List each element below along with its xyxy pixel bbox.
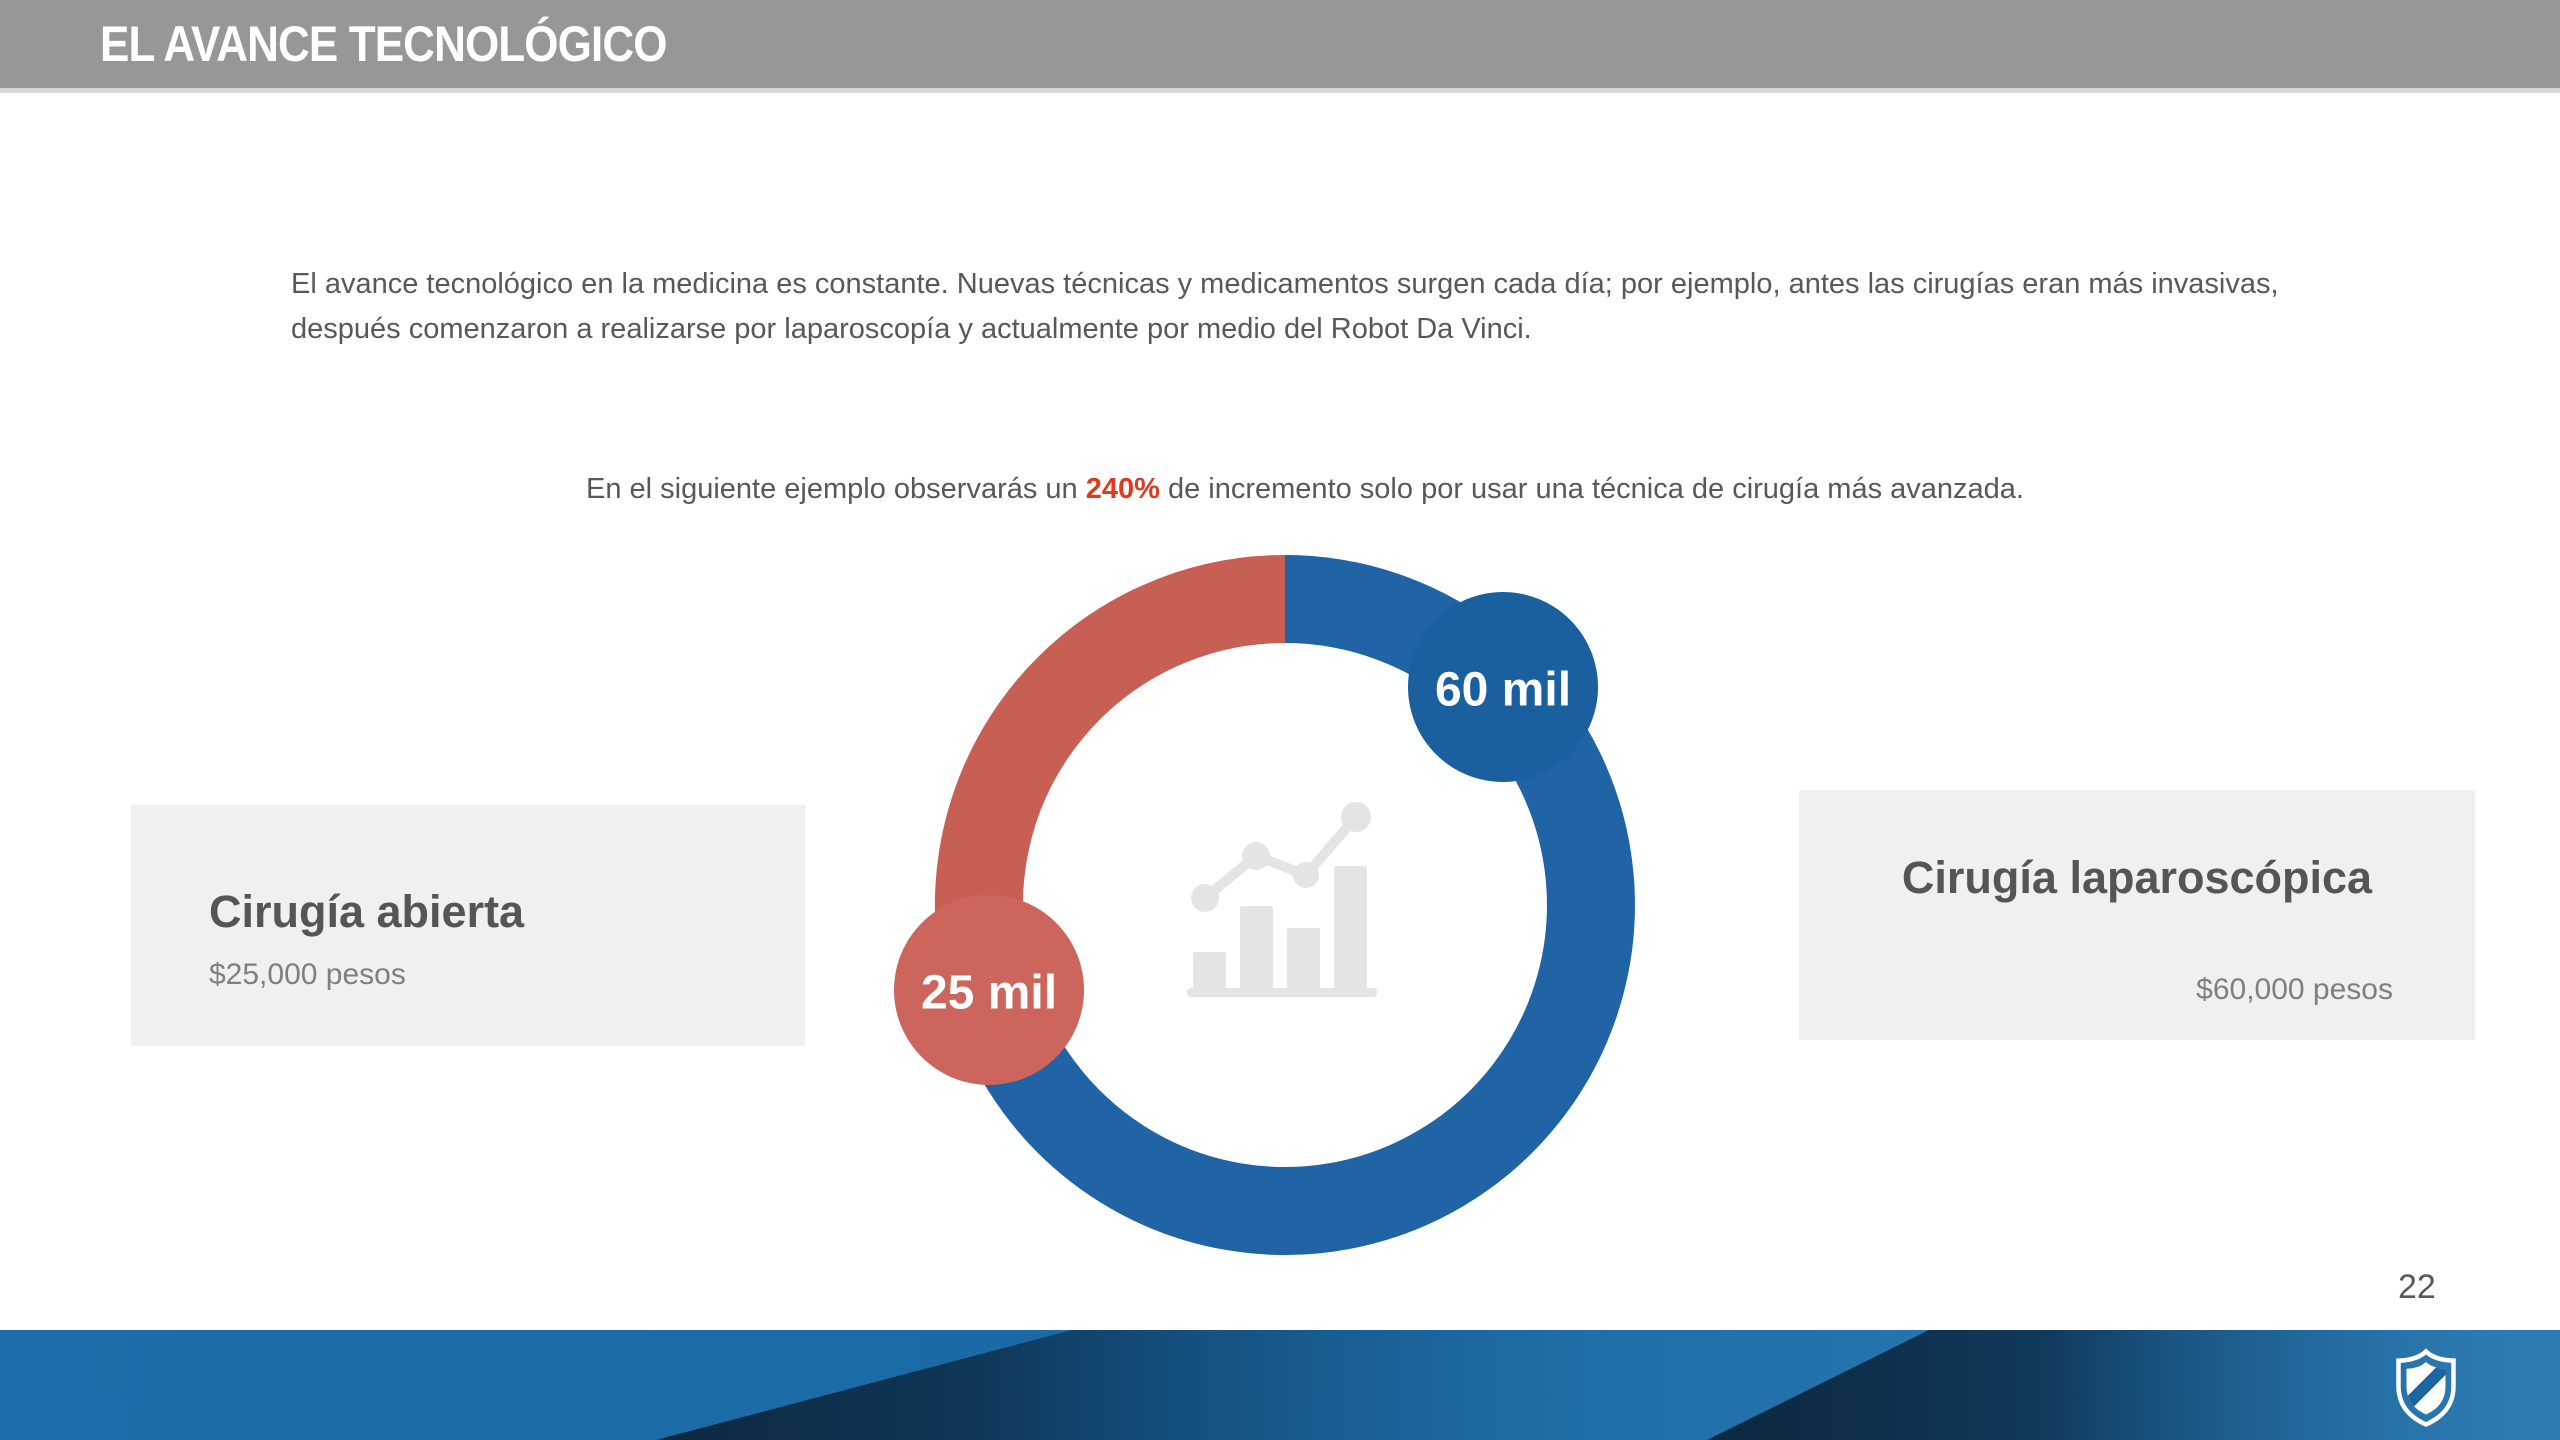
highlight-suffix: de incremento solo por usar una técnica … xyxy=(1159,473,2024,505)
footer-dark-wedge-left xyxy=(656,1330,1900,1440)
header-bar: EL AVANCE TECNOLÓGICO xyxy=(0,0,2560,93)
intro-paragraph: El avance tecnológico en la medicina es … xyxy=(291,268,2279,345)
slide-title: EL AVANCE TECNOLÓGICO xyxy=(100,16,667,72)
icon-trend-dot-2 xyxy=(1242,842,1270,870)
icon-bar-4 xyxy=(1334,866,1367,988)
footer-dark-wedge-right xyxy=(1707,1330,2560,1440)
footer-band xyxy=(0,1330,2560,1440)
shield-logo-icon xyxy=(2396,1348,2456,1427)
bar-chart-trend-icon xyxy=(1187,802,1377,997)
highlight-value: 240% xyxy=(1085,473,1160,505)
badge-60mil-circle xyxy=(1408,592,1598,782)
icon-trend-dot-4 xyxy=(1341,802,1371,832)
card-laparoscopic-title: Cirugía laparoscópica xyxy=(1901,852,2373,903)
card-laparoscopic-surgery: Cirugía laparoscópica $60,000 pesos xyxy=(1799,790,2475,1040)
badge-25mil-label: 25 mil xyxy=(921,967,1057,1020)
icon-trend-dot-3 xyxy=(1293,862,1319,888)
badge-60mil-label: 60 mil xyxy=(1435,664,1571,717)
card-open-surgery-value: $25,000 pesos xyxy=(209,958,406,991)
highlight-sentence: En el siguiente ejemplo observarás un 24… xyxy=(265,470,2345,508)
badge-25mil-circle xyxy=(894,895,1084,1085)
icon-trend-dot-1 xyxy=(1191,884,1219,912)
icon-bar-1 xyxy=(1193,952,1226,988)
icon-bar-2 xyxy=(1240,906,1273,988)
icon-baseline xyxy=(1187,988,1377,997)
shield-outline xyxy=(2396,1348,2456,1427)
page-number: 22 xyxy=(2398,1268,2436,1306)
icon-trend-line xyxy=(1201,813,1360,902)
card-open-surgery-title: Cirugía abierta xyxy=(209,886,525,937)
icon-bar-3 xyxy=(1287,928,1320,988)
card-laparoscopic-value: $60,000 pesos xyxy=(2196,973,2393,1006)
card-open-surgery: Cirugía abierta $25,000 pesos xyxy=(131,805,805,1046)
donut-chart: 60 mil 25 mil xyxy=(894,555,1635,1255)
highlight-prefix: En el siguiente ejemplo observarás un xyxy=(586,473,1086,505)
